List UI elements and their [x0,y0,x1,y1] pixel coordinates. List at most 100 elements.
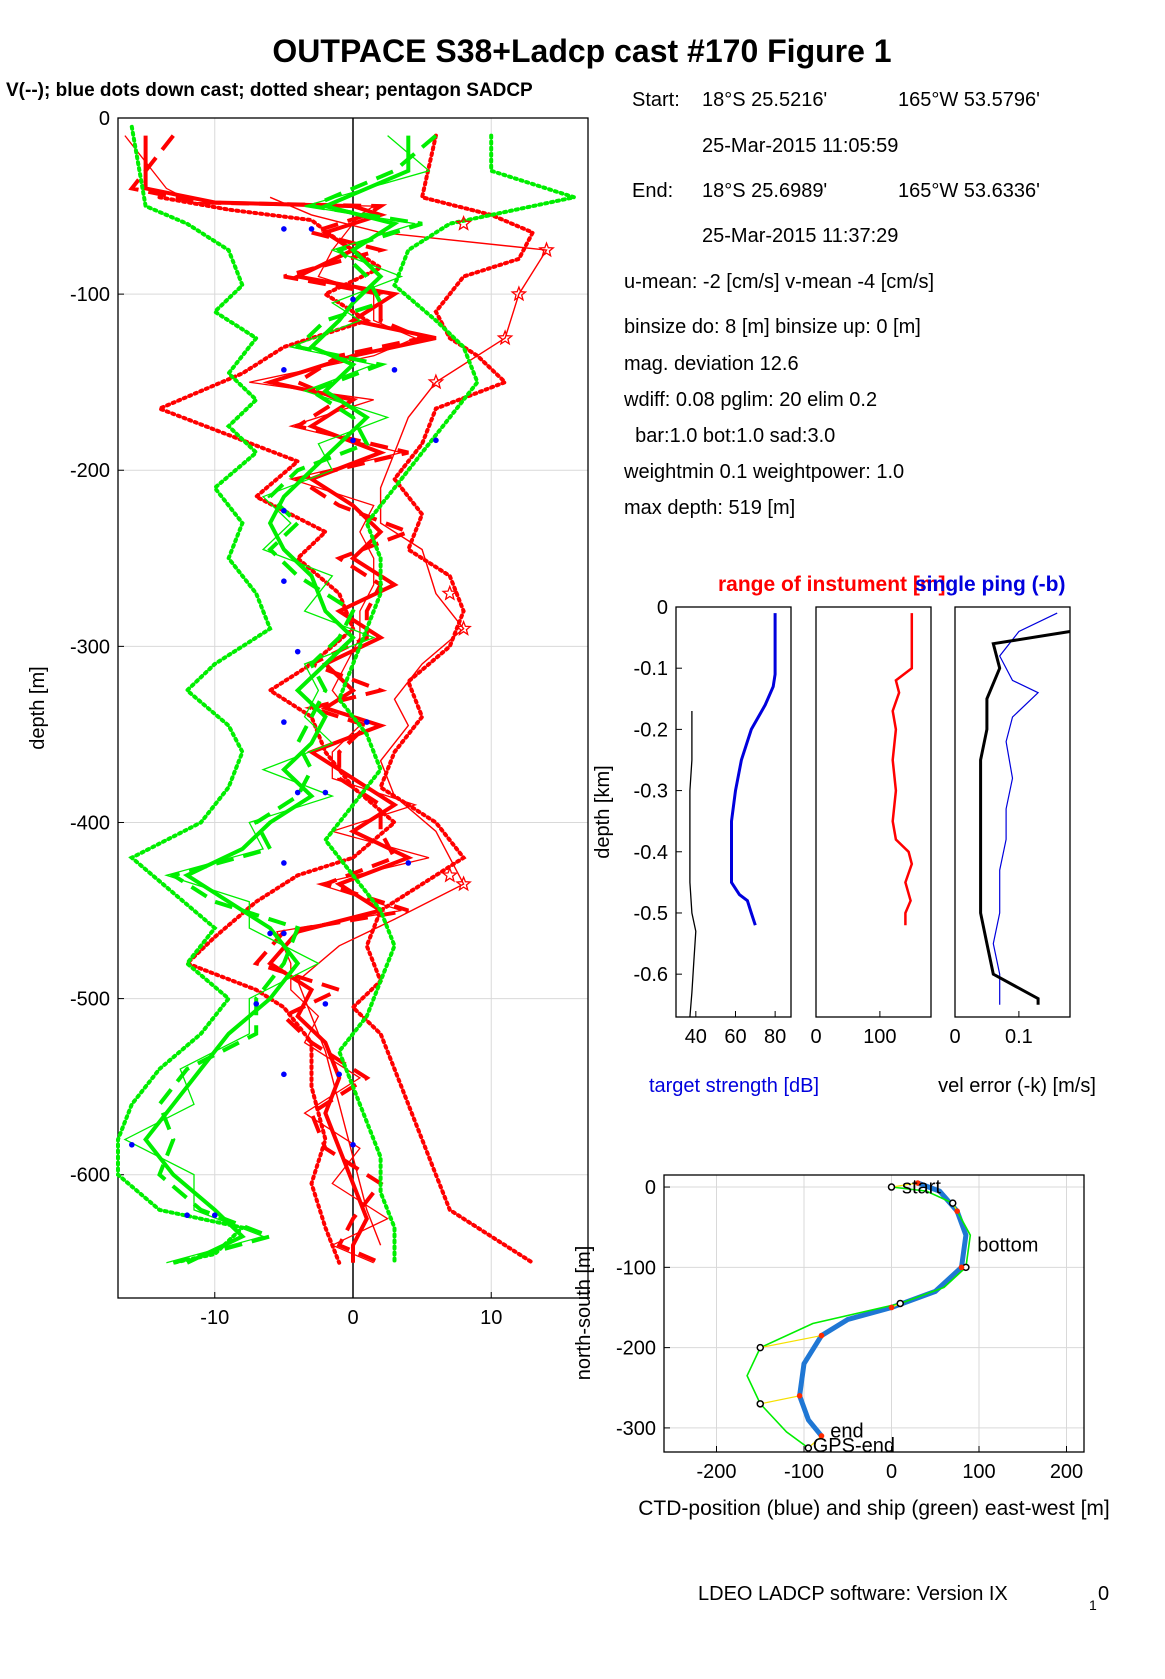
axes-frame [954,606,1071,1018]
y-axis-label: depth [km] [592,765,614,858]
downcast-dot [281,719,287,725]
series-sadcp-u [269,196,548,1246]
downcast-dot [281,226,287,232]
ctd-ship-link [760,1395,800,1405]
wdiff: wdiff: 0.08 pglim: 20 elim 0.2 [623,389,877,411]
downcast-dot [281,930,287,937]
series-v-thin [123,135,431,1264]
y-tick-label: -400 [70,812,110,834]
ctd-marker [954,1208,960,1214]
sadcp-star [510,285,528,302]
downcast-dot [391,367,398,373]
version-subscript: 1 [1089,1597,1097,1613]
sadcp-star [455,214,472,231]
ship-marker [804,1444,813,1452]
weights: bar:1.0 bot:1.0 sad:3.0 [624,425,835,447]
y-axis-label: north-south [m] [573,1246,595,1381]
start-lat: 18°S 25.5216' [702,89,827,111]
downcast-dot [294,648,301,655]
x-tick-label: -10 [200,1307,229,1329]
series-ctd-position [797,1180,969,1438]
ship-marker [896,1299,904,1308]
y-tick-label: 0 [99,108,110,130]
y-axis-label: depth [m] [27,666,49,749]
x-tick-label: 0 [949,1026,960,1048]
y-tick-label: -500 [70,989,110,1011]
downcast-dot [322,1001,329,1007]
x-axis-label: target strength [dB] [649,1075,819,1097]
downcast-dot [294,789,301,796]
ctd-marker [818,1332,825,1339]
mean-velocity: u-mean: -2 [cm/s] v-mean -4 [cm/s] [624,271,934,293]
y-tick-label: -0.1 [634,658,668,680]
start-label: Start: [632,89,680,111]
downcast-dot [267,930,273,937]
mag-deviation: mag. deviation 12.6 [624,353,799,375]
series-v-shear-2 [322,133,582,1265]
footer: LDEO LADCP software: Version IX 1 0 [698,1583,1109,1613]
x-tick-label: -200 [696,1461,736,1483]
ctd-marker [796,1392,803,1399]
x-axis-label: CTD-position (blue) and ship (green) eas… [638,1497,1110,1520]
figure-subtitle: V(--); blue dots down cast; dotted shear… [6,80,533,101]
sadcp-star [427,373,445,390]
range-title: range of instument [m] [718,573,946,596]
end-lat: 18°S 25.6989' [702,180,827,202]
ship-marker [756,1343,764,1352]
downcast-dot [184,1212,190,1219]
binsize: binsize do: 8 [m] binsize up: 0 [m] [624,316,921,338]
y-tick-label: -200 [70,460,110,482]
series-range [689,711,697,1018]
y-tick-label: -200 [616,1338,656,1360]
position-plot: -200 -100 0 100 200 0 -100 -200 -300 start bottom e… [573,1174,1110,1520]
downcast-dot [281,578,287,584]
y-tick-label: -0.6 [634,964,668,986]
max-depth: max depth: 519 [m] [624,497,795,519]
vel-error-plot: 0 0.1 single ping (-b) vel error (-k) [m/s] [915,573,1096,1097]
downcast-dot [211,1212,218,1219]
gps-end-label: GPS-end [813,1435,895,1457]
ctd-ship-link [891,1182,918,1188]
y-tick-label: -0.5 [634,903,668,925]
end-time: 25-Mar-2015 11:37:29 [702,225,898,247]
range-plot: 0 100 range of instument [m] [718,573,946,1048]
x-tick-label: 100 [962,1461,995,1483]
sadcp-star [441,866,459,883]
y-tick-label: -0.2 [634,719,668,741]
downcast-dot [281,860,287,866]
ctd-marker [888,1304,895,1311]
ship-marker [887,1183,896,1191]
downcast-dot [336,1071,342,1078]
x-tick-label: 10 [480,1307,502,1329]
x-tick-label: 0 [886,1461,897,1483]
x-tick-label: 80 [764,1026,786,1048]
downcast-dot [350,437,356,444]
downcast-dot [281,367,287,373]
y-tick-label: -0.4 [634,842,668,864]
start-time: 25-Mar-2015 11:05:59 [702,135,898,157]
y-tick-label: -300 [70,636,110,658]
end-label: end [830,1421,863,1443]
series-single-ping [992,612,1058,1005]
sadcp-star [538,241,555,258]
series-range [891,613,914,926]
downcast-dot [433,437,439,444]
downcast-dot [281,1071,287,1078]
x-tick-label: 40 [685,1026,707,1048]
y-tick-label: 0 [645,1177,656,1199]
ctd-marker [914,1180,921,1186]
series-u-shear [154,195,398,1265]
axes-frame [663,1174,1085,1453]
start-lon: 165°W 53.5796' [898,89,1040,111]
end-lon: 165°W 53.6336' [898,180,1040,202]
sadcp-star [455,619,472,636]
axes-frame [815,606,932,1018]
single-ping-title: single ping (-b) [915,573,1065,596]
y-tick-label: 0 [657,597,668,619]
downcast-dot [129,1141,135,1148]
ship-marker [756,1400,764,1408]
y-tick-label: -300 [616,1418,656,1440]
bottom-label: bottom [977,1234,1038,1256]
